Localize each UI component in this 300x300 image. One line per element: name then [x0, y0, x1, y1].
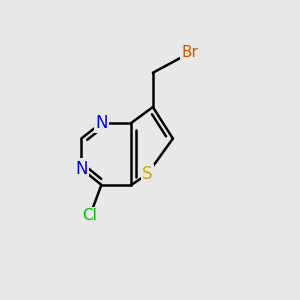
Text: Cl: Cl [82, 208, 98, 223]
Text: Br: Br [182, 45, 199, 60]
Text: N: N [75, 160, 88, 178]
Text: S: S [142, 165, 152, 183]
Text: N: N [95, 114, 108, 132]
